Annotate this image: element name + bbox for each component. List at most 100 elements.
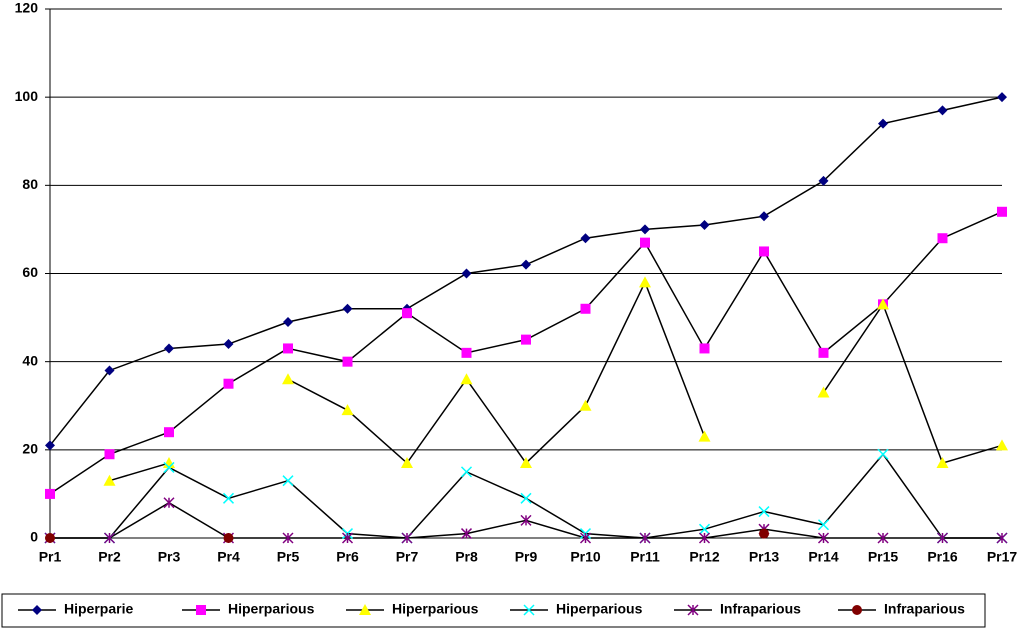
marker [698, 430, 711, 442]
marker [163, 461, 175, 473]
x-tick-label: Pr4 [217, 549, 240, 565]
legend-marker [196, 605, 206, 615]
legend-box [1, 593, 986, 628]
x-tick-label: Pr14 [808, 549, 839, 565]
marker [45, 440, 55, 451]
series-line [49, 96, 1003, 446]
marker [579, 399, 592, 411]
legend-label: Hiperparious [556, 601, 643, 617]
marker [640, 237, 650, 248]
y-tick-label: 120 [15, 0, 39, 16]
marker [460, 528, 473, 540]
marker [817, 532, 830, 544]
marker [460, 373, 473, 385]
marker [579, 532, 592, 544]
marker [520, 514, 532, 526]
marker [45, 533, 55, 543]
marker [103, 474, 116, 486]
legend-label: Infraparious [884, 601, 965, 617]
marker [341, 404, 354, 416]
marker [283, 343, 293, 354]
marker [997, 206, 1007, 217]
marker [937, 233, 948, 244]
x-tick-label: Pr17 [987, 549, 1018, 565]
marker [877, 298, 889, 310]
marker [699, 220, 710, 231]
x-tick-label: Pr16 [927, 549, 958, 565]
marker [223, 533, 234, 543]
marker [342, 356, 353, 367]
x-tick-label: Pr9 [515, 549, 538, 565]
x-tick-label: Pr5 [277, 549, 300, 565]
x-tick-label: Pr10 [570, 549, 601, 565]
marker [342, 303, 353, 314]
marker [640, 224, 650, 235]
marker [936, 457, 949, 469]
marker [521, 334, 531, 345]
marker [521, 259, 531, 270]
y-tick-label: 20 [22, 441, 38, 457]
y-tick-label: 60 [22, 264, 38, 280]
x-tick-label: Pr1 [39, 549, 62, 565]
marker [460, 466, 473, 478]
marker [283, 316, 293, 327]
marker [877, 532, 889, 544]
x-tick-label: Pr11 [630, 549, 660, 565]
legend-marker [852, 605, 862, 615]
marker [699, 343, 710, 354]
marker [402, 308, 412, 319]
marker [878, 118, 888, 129]
series-line [49, 211, 1003, 495]
legend-label: Hiperparious [392, 601, 479, 617]
marker [103, 532, 116, 544]
x-tick-label: Pr3 [158, 549, 181, 565]
marker [698, 523, 711, 535]
marker [997, 92, 1007, 103]
marker [639, 532, 651, 544]
legend-label: Hiperparious [228, 601, 315, 617]
marker [758, 506, 770, 518]
y-tick-label: 80 [22, 176, 38, 192]
legend-marker [523, 604, 535, 616]
marker [877, 448, 889, 460]
marker [996, 532, 1008, 544]
marker [223, 339, 234, 350]
legend-label: Hiperparie [64, 601, 133, 617]
marker [104, 365, 115, 376]
marker [817, 386, 830, 398]
marker [936, 532, 949, 544]
y-tick-label: 100 [15, 88, 39, 104]
marker [461, 268, 472, 279]
marker [937, 105, 948, 116]
marker [104, 449, 115, 460]
x-tick-label: Pr15 [868, 549, 899, 565]
marker [223, 378, 234, 389]
y-tick-label: 40 [22, 352, 38, 368]
marker [164, 343, 174, 354]
marker [461, 347, 472, 358]
marker [282, 532, 294, 544]
legend-marker [32, 605, 42, 615]
marker [759, 246, 769, 257]
marker [996, 439, 1008, 451]
marker [222, 492, 235, 504]
y-tick-label: 0 [30, 529, 38, 545]
marker [520, 492, 532, 504]
marker [282, 475, 294, 487]
marker [580, 303, 591, 314]
legend-marker [687, 604, 699, 616]
x-tick-label: Pr12 [689, 549, 720, 565]
x-tick-label: Pr8 [455, 549, 478, 565]
marker [759, 528, 769, 539]
marker [401, 532, 413, 544]
marker [520, 457, 532, 469]
marker [817, 519, 830, 531]
marker [818, 347, 829, 358]
marker [698, 532, 711, 544]
marker [282, 373, 294, 385]
marker [759, 211, 769, 222]
x-tick-label: Pr13 [749, 549, 780, 565]
marker [341, 532, 354, 544]
marker [639, 276, 651, 288]
